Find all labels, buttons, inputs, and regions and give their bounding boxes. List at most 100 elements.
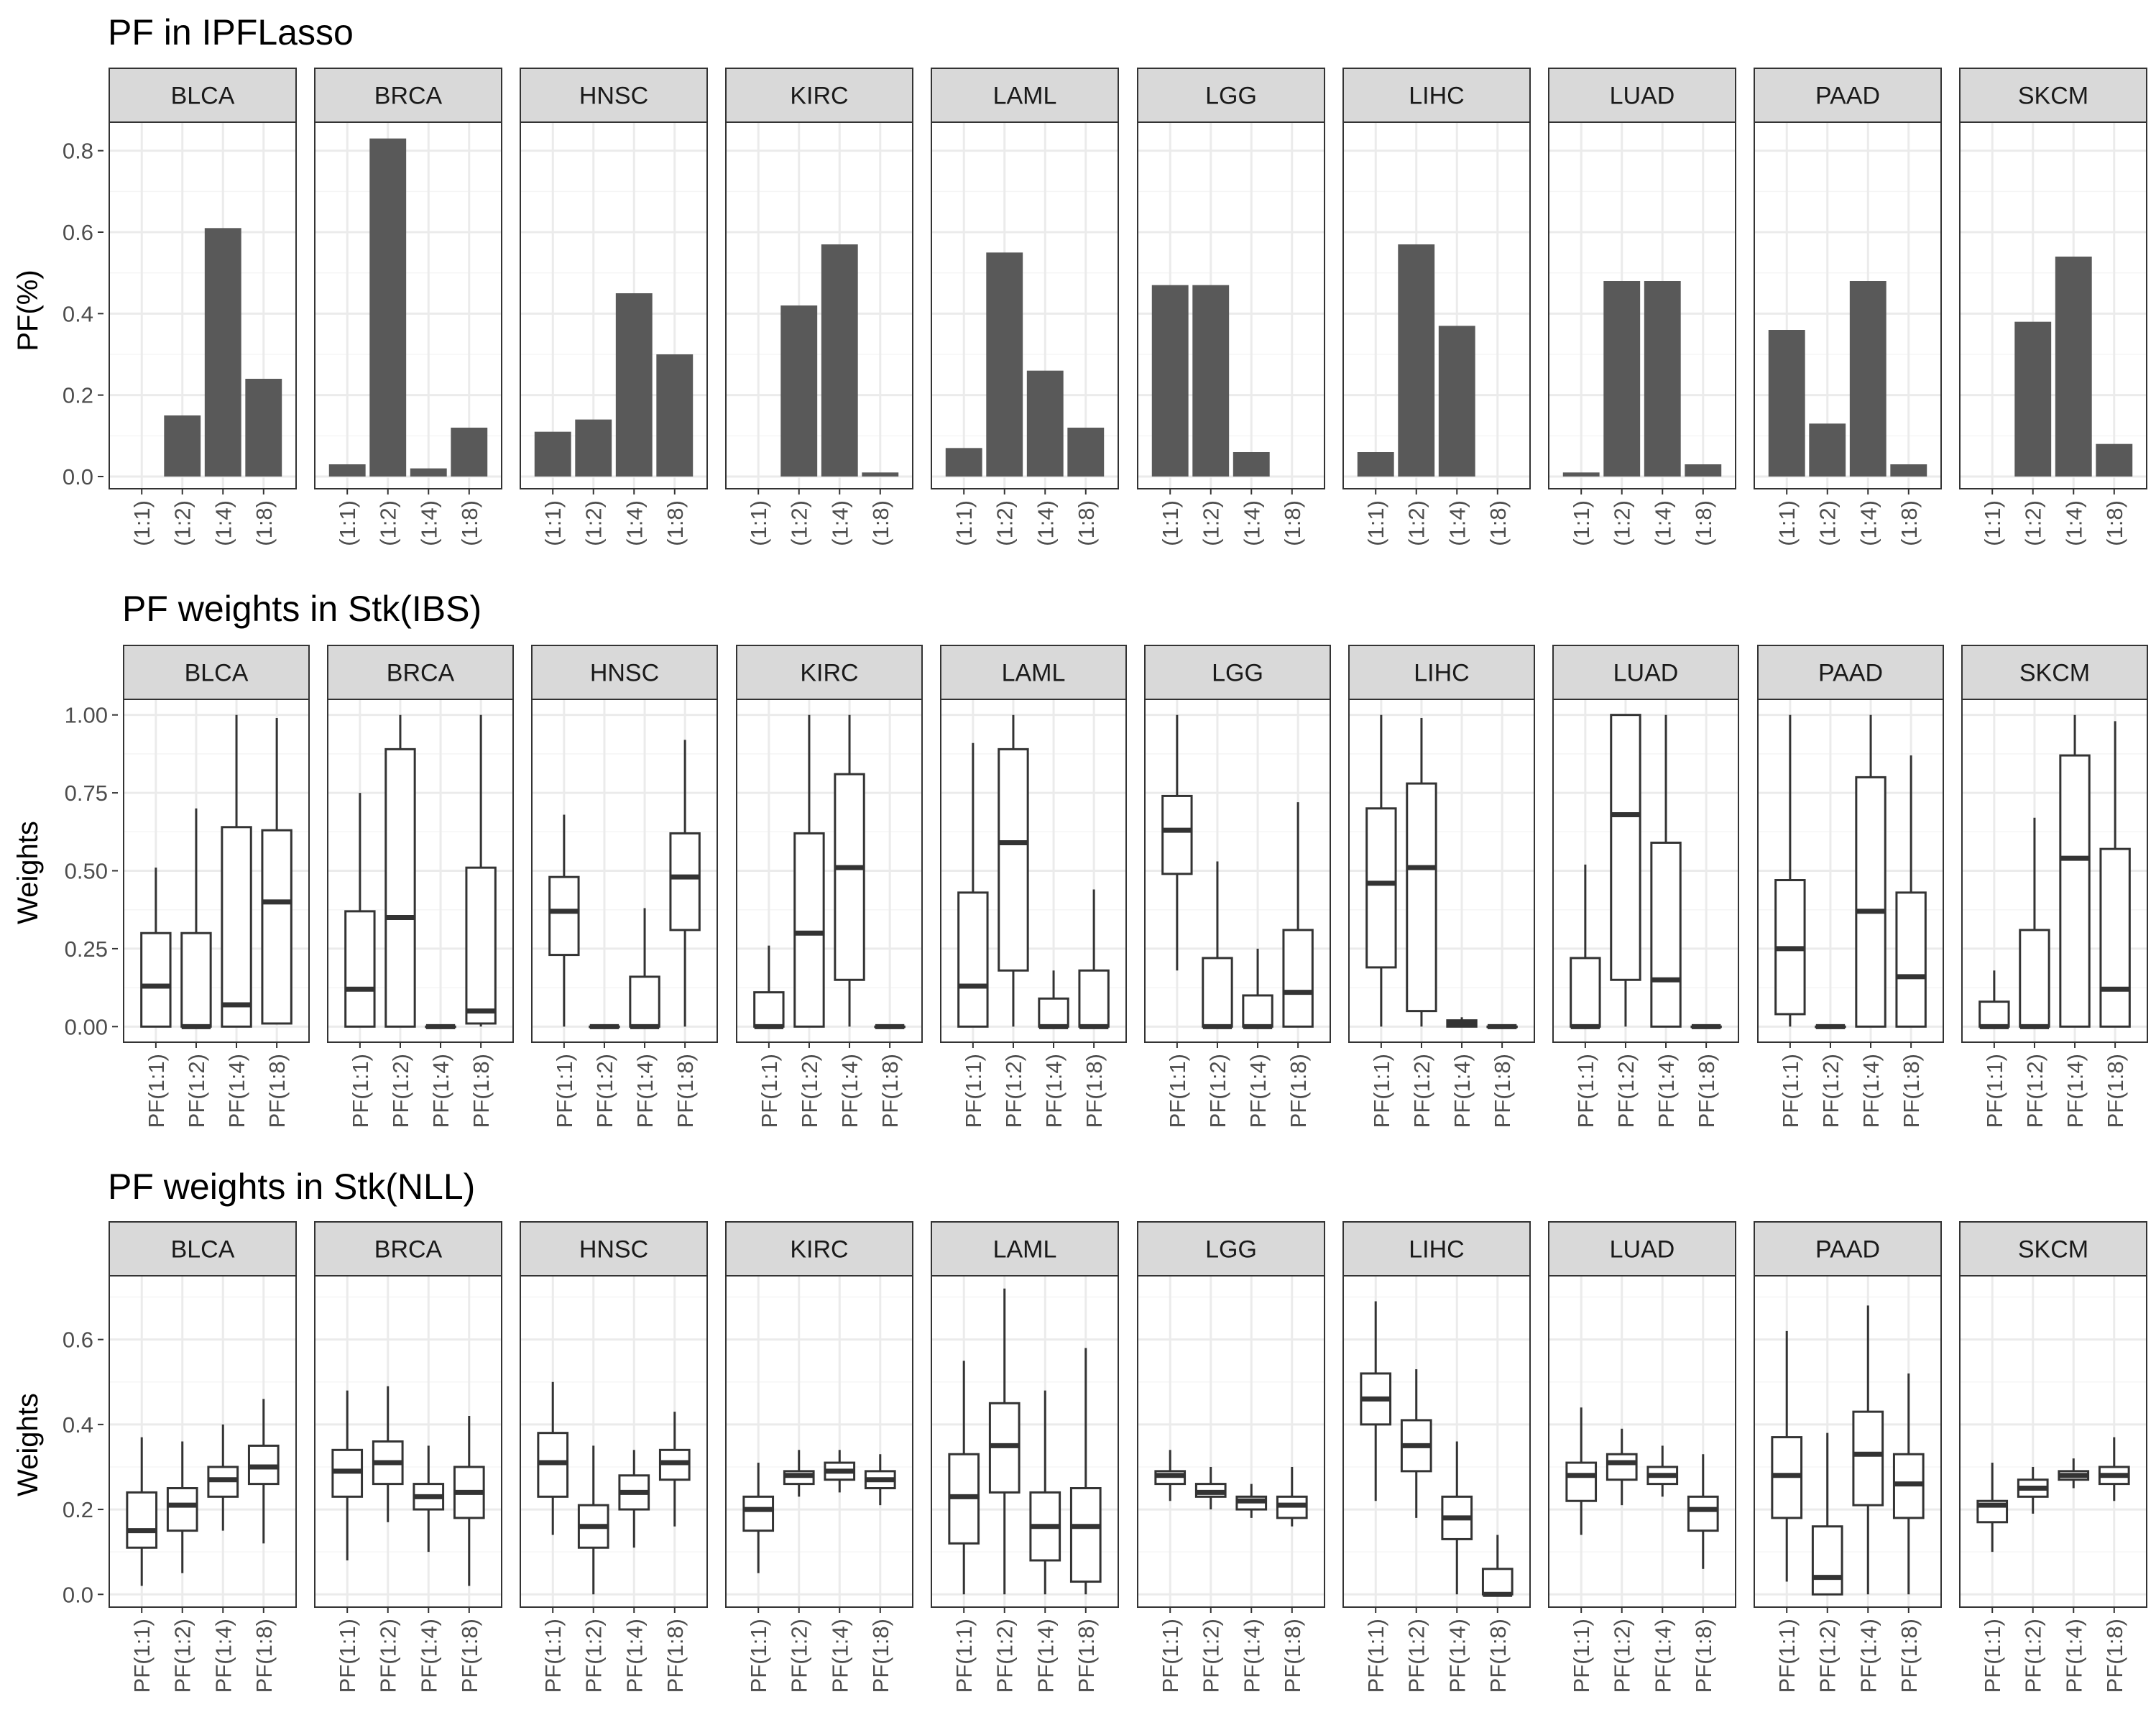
boxplot — [1690, 1024, 1722, 1029]
boxplot — [1481, 1535, 1514, 1597]
x-tick-label: (1:2) — [170, 500, 195, 546]
facet-strip-label: LGG — [1212, 660, 1263, 687]
boxplot — [834, 714, 865, 1027]
y-tick-label: 0.50 — [65, 859, 108, 884]
box-iqr — [742, 1495, 775, 1532]
box-iqr — [1852, 1410, 1884, 1506]
box-iqr — [261, 829, 292, 1025]
panel-background — [315, 1276, 502, 1607]
boxplot — [2058, 1458, 2090, 1489]
facet-strip — [1342, 1221, 1531, 1276]
facet-panel-lihc: LIHC PF(1:1) PF(1:2) PF(1:4) PF(1:8) — [1342, 1221, 1531, 1693]
boxplot — [1446, 1017, 1478, 1028]
x-tick-label: (1:8) — [868, 500, 893, 546]
facet-panel-laml: LAML PF(1:1) PF(1:2) PF(1:4) PF(1:8) — [931, 1221, 1119, 1693]
panel-background — [1960, 122, 2147, 489]
boxplot — [1610, 714, 1641, 1027]
x-tick-label: PF(1:4) — [837, 1054, 862, 1128]
x-tick-label: PF(1:1) — [952, 1619, 977, 1693]
facet-strip — [327, 645, 514, 700]
x-tick-label: (1:8) — [1897, 500, 1922, 546]
boxplot — [1069, 1348, 1102, 1595]
x-tick-label: PF(1:1) — [552, 1054, 577, 1128]
facet-strip — [1137, 68, 1325, 123]
facet-panel-luad: LUAD PF(1:1) PF(1:2) PF(1:4) PF(1:8) — [1552, 645, 1739, 1128]
x-tick-label: PF(1:2) — [592, 1054, 617, 1128]
boxplot — [1276, 1466, 1308, 1527]
facet-strip — [1961, 645, 2148, 700]
x-tick-label: (1:1) — [335, 500, 360, 546]
facet-strip-label: SKCM — [2018, 1236, 2088, 1264]
bar — [245, 379, 282, 477]
x-tick-label: PF(1:8) — [663, 1619, 688, 1693]
facet-strip — [531, 645, 718, 700]
bar — [164, 415, 201, 477]
boxplot — [1441, 1441, 1473, 1595]
facet-strip-label: BLCA — [171, 1236, 235, 1264]
facet-strip-label: HNSC — [579, 83, 648, 110]
box-iqr — [1069, 1487, 1102, 1583]
facet-strip-label: LUAD — [1610, 83, 1675, 110]
boxplot — [331, 1390, 364, 1560]
box-iqr — [1038, 997, 1069, 1028]
box-iqr — [1282, 929, 1314, 1028]
box-iqr — [629, 975, 660, 1028]
boxplot — [140, 868, 172, 1028]
x-tick-label: PF(1:2) — [1404, 1619, 1429, 1693]
box-iqr — [1610, 714, 1641, 981]
bar — [1768, 330, 1805, 477]
facet-strip-label: LGG — [1205, 83, 1257, 110]
boxplot — [1852, 1305, 1884, 1595]
panel-background — [1138, 1276, 1325, 1607]
facet-strip — [1959, 68, 2147, 123]
facet-strip-label: PAAD — [1815, 83, 1880, 110]
x-tick-label: PF(1:4) — [1239, 1619, 1264, 1693]
facet-strip-label: LAML — [993, 1236, 1057, 1264]
facet-panel-brca: BRCA PF(1:1) PF(1:2) PF(1:4) PF(1:8) — [314, 1221, 502, 1693]
x-tick-label: PF(1:4) — [1654, 1054, 1679, 1128]
boxplot — [577, 1445, 609, 1595]
x-tick-label: PF(1:1) — [540, 1619, 566, 1693]
panel-border — [1552, 699, 1739, 1043]
x-tick-label: PF(1:4) — [1858, 1054, 1884, 1128]
y-axis-label-ipflasso: PF(%) — [12, 270, 44, 351]
x-tick-label: (1:4) — [1856, 500, 1881, 546]
boxplot — [1154, 1450, 1187, 1501]
box-iqr — [1978, 1000, 2010, 1028]
facet-strip — [1548, 1221, 1736, 1276]
panel-border — [725, 1275, 913, 1608]
x-tick-label: PF(1:1) — [1980, 1619, 2005, 1693]
facet-strip — [1342, 68, 1531, 123]
x-tick-label: PF(1:4) — [428, 1054, 453, 1128]
panel-border — [520, 1275, 708, 1608]
panel-border — [1137, 121, 1325, 489]
boxplot — [1406, 718, 1437, 1027]
facet-panel-kirc: KIRC PF(1:1) PF(1:2) PF(1:4) PF(1:8) — [736, 645, 923, 1128]
row-ipflasso: PF in IPFLasso PF(%) 0.0 0.2 0.4 0.6 0.8 BLCA… — [12, 12, 2147, 546]
bar — [328, 464, 366, 477]
x-tick-label: PF(1:1) — [335, 1619, 360, 1693]
x-tick-label: PF(1:2) — [1610, 1619, 1635, 1693]
panel-border — [1137, 1275, 1325, 1608]
bar — [575, 419, 612, 477]
panel-border — [940, 699, 1127, 1043]
boxplot — [1565, 1407, 1598, 1535]
boxplot — [1976, 1463, 2009, 1552]
facet-panel-luad: LUAD PF(1:1) PF(1:2) PF(1:4) PF(1:8) — [1548, 1221, 1736, 1693]
panel-border — [1548, 121, 1736, 489]
facet-strip-label: BRCA — [374, 1236, 443, 1264]
x-tick-label: PF(1:1) — [746, 1619, 771, 1693]
x-tick-label: PF(1:8) — [1074, 1619, 1099, 1693]
boxplot — [1202, 861, 1233, 1029]
box-iqr — [1202, 957, 1233, 1028]
facet-strip-label: LGG — [1205, 1236, 1257, 1264]
x-tick-label: PF(1:8) — [252, 1619, 277, 1693]
boxplot — [742, 1463, 775, 1573]
x-tick-label: (1:1) — [1569, 500, 1594, 546]
facet-strip — [1754, 1221, 1942, 1276]
boxplot — [957, 742, 989, 1028]
x-tick-label: (1:2) — [376, 500, 401, 546]
x-tick-label: PF(1:8) — [868, 1619, 893, 1693]
y-tick-label: 1.00 — [65, 703, 108, 728]
bar — [1562, 472, 1600, 477]
